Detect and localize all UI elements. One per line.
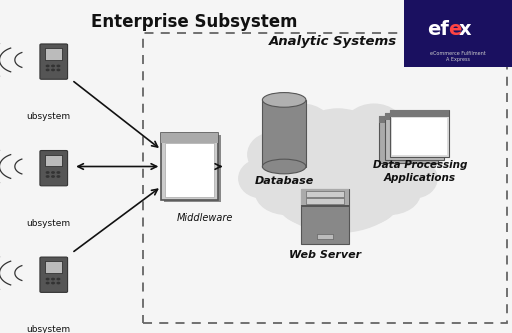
Ellipse shape	[52, 176, 54, 177]
FancyBboxPatch shape	[40, 257, 68, 292]
FancyBboxPatch shape	[45, 261, 62, 273]
Bar	[143, 33, 507, 323]
FancyBboxPatch shape	[404, 0, 512, 67]
FancyBboxPatch shape	[317, 234, 333, 239]
Ellipse shape	[57, 172, 60, 173]
FancyBboxPatch shape	[379, 116, 438, 123]
Ellipse shape	[57, 282, 60, 284]
Ellipse shape	[265, 125, 411, 232]
FancyBboxPatch shape	[165, 143, 214, 197]
Text: ubsystem: ubsystem	[27, 112, 71, 121]
Ellipse shape	[52, 278, 54, 280]
Ellipse shape	[357, 171, 420, 214]
FancyBboxPatch shape	[45, 155, 62, 166]
FancyBboxPatch shape	[301, 189, 349, 244]
Text: ef: ef	[428, 20, 450, 40]
Ellipse shape	[263, 93, 306, 107]
Ellipse shape	[46, 278, 49, 280]
FancyBboxPatch shape	[161, 133, 218, 200]
Ellipse shape	[239, 159, 284, 198]
FancyBboxPatch shape	[390, 110, 450, 117]
Text: ubsystem: ubsystem	[27, 218, 71, 228]
Ellipse shape	[248, 133, 297, 176]
FancyBboxPatch shape	[390, 110, 450, 157]
FancyBboxPatch shape	[161, 133, 218, 143]
Ellipse shape	[46, 176, 49, 177]
Text: Enterprise Subsystem: Enterprise Subsystem	[91, 13, 298, 31]
Ellipse shape	[255, 171, 319, 214]
Ellipse shape	[46, 172, 49, 173]
Text: e: e	[449, 20, 462, 40]
FancyBboxPatch shape	[45, 48, 62, 60]
Ellipse shape	[270, 104, 333, 157]
FancyBboxPatch shape	[306, 197, 344, 203]
Ellipse shape	[46, 69, 49, 71]
Ellipse shape	[46, 65, 49, 67]
Ellipse shape	[57, 69, 60, 71]
FancyBboxPatch shape	[164, 135, 221, 202]
Text: Web Server: Web Server	[289, 250, 361, 260]
Ellipse shape	[263, 159, 306, 174]
Ellipse shape	[392, 159, 437, 198]
Ellipse shape	[57, 278, 60, 280]
Text: x: x	[458, 20, 471, 40]
Ellipse shape	[280, 115, 396, 206]
FancyBboxPatch shape	[40, 151, 68, 186]
FancyBboxPatch shape	[392, 118, 447, 155]
Ellipse shape	[343, 104, 406, 157]
Ellipse shape	[52, 65, 54, 67]
FancyBboxPatch shape	[306, 191, 344, 197]
FancyBboxPatch shape	[385, 113, 443, 120]
Text: Middleware: Middleware	[177, 213, 233, 223]
Ellipse shape	[52, 69, 54, 71]
Ellipse shape	[57, 176, 60, 177]
Text: eCommerce Fulfilment
A Express: eCommerce Fulfilment A Express	[431, 51, 486, 62]
FancyBboxPatch shape	[263, 100, 306, 166]
FancyBboxPatch shape	[385, 113, 443, 160]
FancyBboxPatch shape	[301, 189, 349, 205]
Ellipse shape	[295, 109, 381, 176]
FancyBboxPatch shape	[379, 116, 438, 163]
Ellipse shape	[52, 172, 54, 173]
Ellipse shape	[57, 65, 60, 67]
Ellipse shape	[327, 192, 394, 225]
FancyBboxPatch shape	[301, 205, 349, 207]
Ellipse shape	[378, 133, 428, 176]
FancyBboxPatch shape	[40, 44, 68, 79]
Text: Data Processing
Applications: Data Processing Applications	[373, 160, 467, 183]
Text: ubsystem: ubsystem	[27, 325, 71, 333]
Text: Analytic Systems: Analytic Systems	[269, 35, 397, 48]
Ellipse shape	[282, 192, 349, 225]
Ellipse shape	[46, 282, 49, 284]
Text: Database: Database	[254, 176, 314, 186]
Ellipse shape	[52, 282, 54, 284]
